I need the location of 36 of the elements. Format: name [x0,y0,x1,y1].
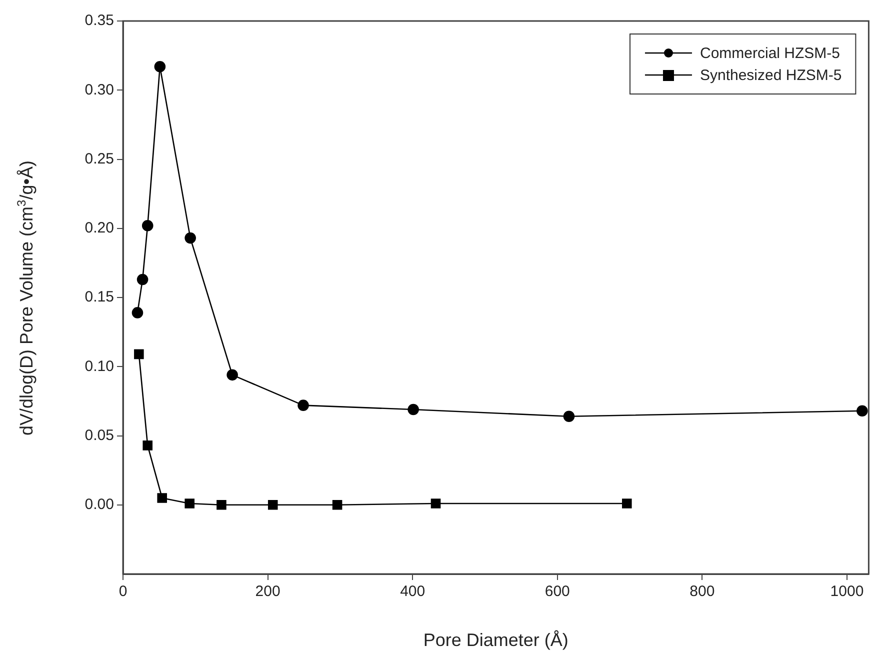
x-tick-label: 0 [118,583,128,600]
point [154,60,166,72]
y-tick-label: 0.25 [84,150,114,168]
point [298,400,309,411]
point [132,307,144,318]
legend-label: Synthesized HZSM-5 [700,67,842,84]
y-tick-label: 0.10 [84,358,114,375]
point [430,498,441,508]
point [622,498,632,508]
point [134,349,144,360]
legend-label: Commercial HZSM-5 [700,45,840,62]
y-tick-label: 0.20 [84,220,114,237]
point [136,274,148,286]
y-tick-label: 0.30 [84,81,114,98]
x-tick-label: 1000 [830,583,864,600]
y-tick-label: 0.15 [84,288,114,306]
x-tick-label: 600 [544,583,570,600]
x-axis-title: Pore Diameter (Å) [423,630,568,650]
point [142,440,153,450]
y-tick-label: 0.35 [84,12,114,30]
y-tick-label: 0.00 [84,496,114,514]
point [856,405,868,417]
point [332,500,342,510]
x-tick-label: 200 [255,583,280,600]
point [408,404,419,416]
point [184,498,194,508]
point [157,493,167,503]
point [142,220,154,232]
point [184,232,196,244]
x-tick-label: 800 [690,583,715,600]
x-tick-label: 400 [400,583,426,600]
y-tick-label: 0.05 [84,426,114,444]
point [226,369,238,381]
point [268,500,278,510]
point [563,410,575,422]
point [216,500,226,510]
